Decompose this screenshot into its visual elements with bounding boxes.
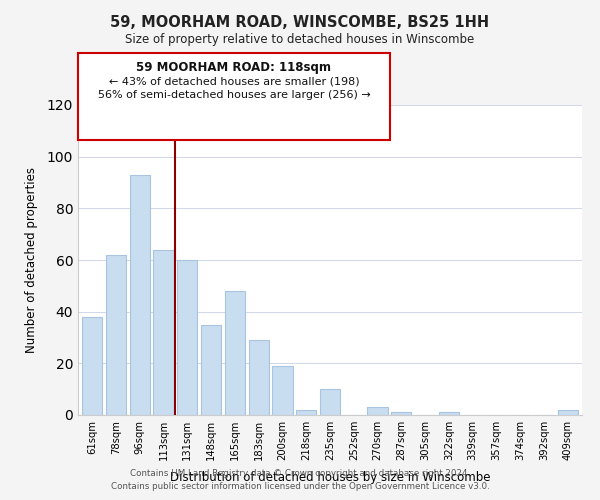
- Bar: [272, 366, 293, 415]
- Text: 59, MOORHAM ROAD, WINSCOMBE, BS25 1HH: 59, MOORHAM ROAD, WINSCOMBE, BS25 1HH: [110, 15, 490, 30]
- Bar: [177, 260, 197, 415]
- Text: ← 43% of detached houses are smaller (198): ← 43% of detached houses are smaller (19…: [109, 76, 359, 86]
- Bar: [225, 291, 245, 415]
- Bar: [320, 389, 340, 415]
- Bar: [201, 324, 221, 415]
- Bar: [82, 317, 103, 415]
- Bar: [296, 410, 316, 415]
- Text: 56% of semi-detached houses are larger (256) →: 56% of semi-detached houses are larger (…: [98, 90, 370, 100]
- Bar: [439, 412, 459, 415]
- Bar: [154, 250, 173, 415]
- Text: 59 MOORHAM ROAD: 118sqm: 59 MOORHAM ROAD: 118sqm: [137, 62, 331, 74]
- Bar: [557, 410, 578, 415]
- Bar: [391, 412, 412, 415]
- Bar: [367, 407, 388, 415]
- Text: Size of property relative to detached houses in Winscombe: Size of property relative to detached ho…: [125, 32, 475, 46]
- Bar: [248, 340, 269, 415]
- X-axis label: Distribution of detached houses by size in Winscombe: Distribution of detached houses by size …: [170, 472, 490, 484]
- Text: Contains HM Land Registry data © Crown copyright and database right 2024.: Contains HM Land Registry data © Crown c…: [130, 468, 470, 477]
- Text: Contains public sector information licensed under the Open Government Licence v3: Contains public sector information licen…: [110, 482, 490, 491]
- Bar: [130, 175, 150, 415]
- Bar: [106, 255, 126, 415]
- Y-axis label: Number of detached properties: Number of detached properties: [25, 167, 38, 353]
